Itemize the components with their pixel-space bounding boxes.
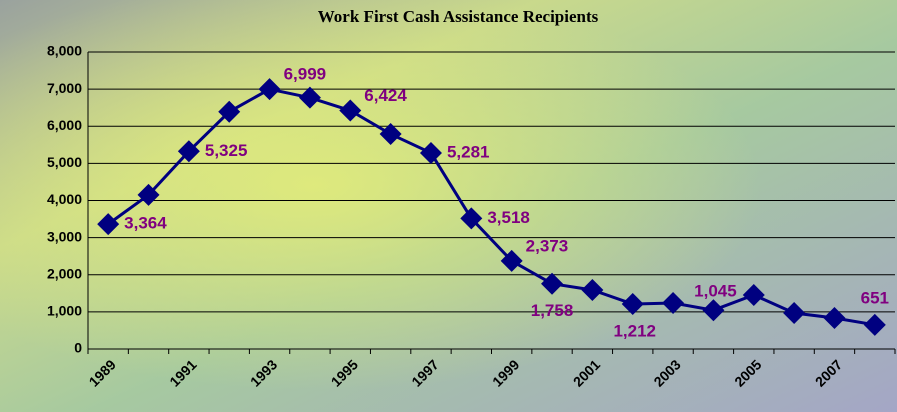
marker: [460, 207, 483, 230]
marker: [662, 291, 685, 314]
data-label: 2,373: [526, 236, 569, 255]
marker: [419, 141, 442, 164]
marker: [339, 99, 362, 122]
y-tick-label: 7,000: [47, 80, 82, 96]
marker: [823, 307, 846, 330]
y-tick-label: 0: [74, 340, 82, 356]
data-label: 651: [861, 288, 889, 307]
y-tick-label: 6,000: [47, 117, 82, 133]
marker: [258, 78, 281, 101]
marker: [379, 123, 402, 146]
chart-title: Work First Cash Assistance Recipients: [318, 7, 599, 26]
marker: [500, 249, 523, 272]
data-label: 1,045: [694, 282, 737, 301]
marker: [742, 283, 765, 306]
marker: [863, 313, 886, 336]
y-tick-label: 3,000: [47, 228, 82, 244]
data-label: 5,325: [205, 141, 248, 160]
marker: [621, 293, 644, 316]
data-label: 1,758: [531, 301, 574, 320]
y-tick-label: 2,000: [47, 265, 82, 281]
data-label: 1,212: [613, 321, 656, 340]
marker: [97, 213, 120, 236]
y-tick-label: 4,000: [47, 191, 82, 207]
marker: [177, 140, 200, 163]
data-label: 6,999: [284, 65, 327, 84]
marker: [218, 100, 241, 123]
marker: [541, 272, 564, 295]
data-label: 3,518: [487, 208, 530, 227]
marker: [581, 278, 604, 301]
y-tick-label: 5,000: [47, 154, 82, 170]
marker: [137, 183, 160, 206]
marker: [783, 301, 806, 324]
y-tick-label: 1,000: [47, 303, 82, 319]
marker: [298, 86, 321, 109]
data-label: 5,281: [447, 142, 490, 161]
data-label: 3,364: [124, 214, 167, 233]
data-label: 6,424: [364, 86, 407, 105]
marker: [702, 299, 725, 322]
y-tick-label: 8,000: [47, 43, 82, 59]
